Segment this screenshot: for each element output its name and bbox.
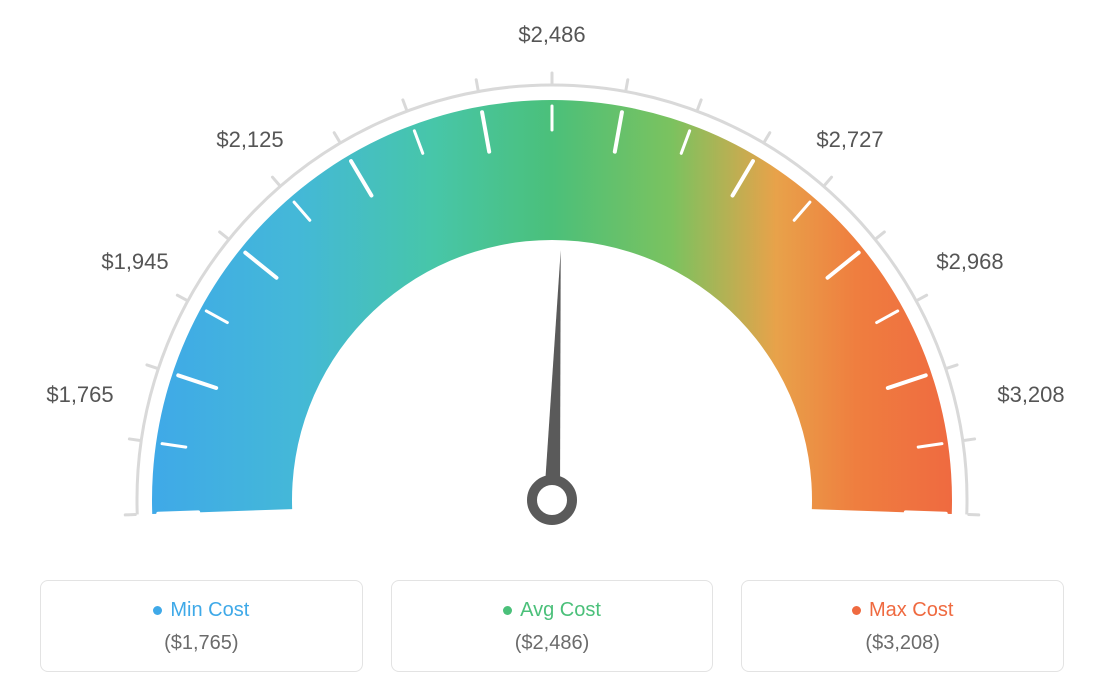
legend-dot-max [852,606,861,615]
legend-value-max: ($3,208) [752,632,1053,655]
legend-value-min: ($1,765) [51,632,352,655]
legend-dot-avg [503,606,512,615]
legend-card-avg: Avg Cost ($2,486) [391,580,714,672]
gauge-tick-label: $3,208 [997,382,1064,408]
gauge-tick-label: $2,968 [936,249,1003,275]
legend-row: Min Cost ($1,765) Avg Cost ($2,486) Max … [40,580,1064,672]
legend-title-row: Avg Cost [402,599,703,622]
gauge-tick-label: $2,486 [518,22,585,48]
gauge-tick-label: $1,765 [46,382,113,408]
legend-dot-min [153,606,162,615]
gauge-tick-label: $1,945 [101,249,168,275]
legend-title-avg: Avg Cost [520,599,601,622]
legend-card-min: Min Cost ($1,765) [40,580,363,672]
legend-title-min: Min Cost [170,599,249,622]
legend-card-max: Max Cost ($3,208) [741,580,1064,672]
gauge-svg [0,0,1104,560]
legend-title-row: Min Cost [51,599,352,622]
gauge-tick-label: $2,125 [216,127,283,153]
legend-title-max: Max Cost [869,599,953,622]
legend-title-row: Max Cost [752,599,1053,622]
gauge-tick-label: $2,727 [816,127,883,153]
legend-value-avg: ($2,486) [402,632,703,655]
gauge-chart: $1,765 $1,945 $2,125 $2,486 $2,727 $2,968 $3,2… [0,0,1104,560]
